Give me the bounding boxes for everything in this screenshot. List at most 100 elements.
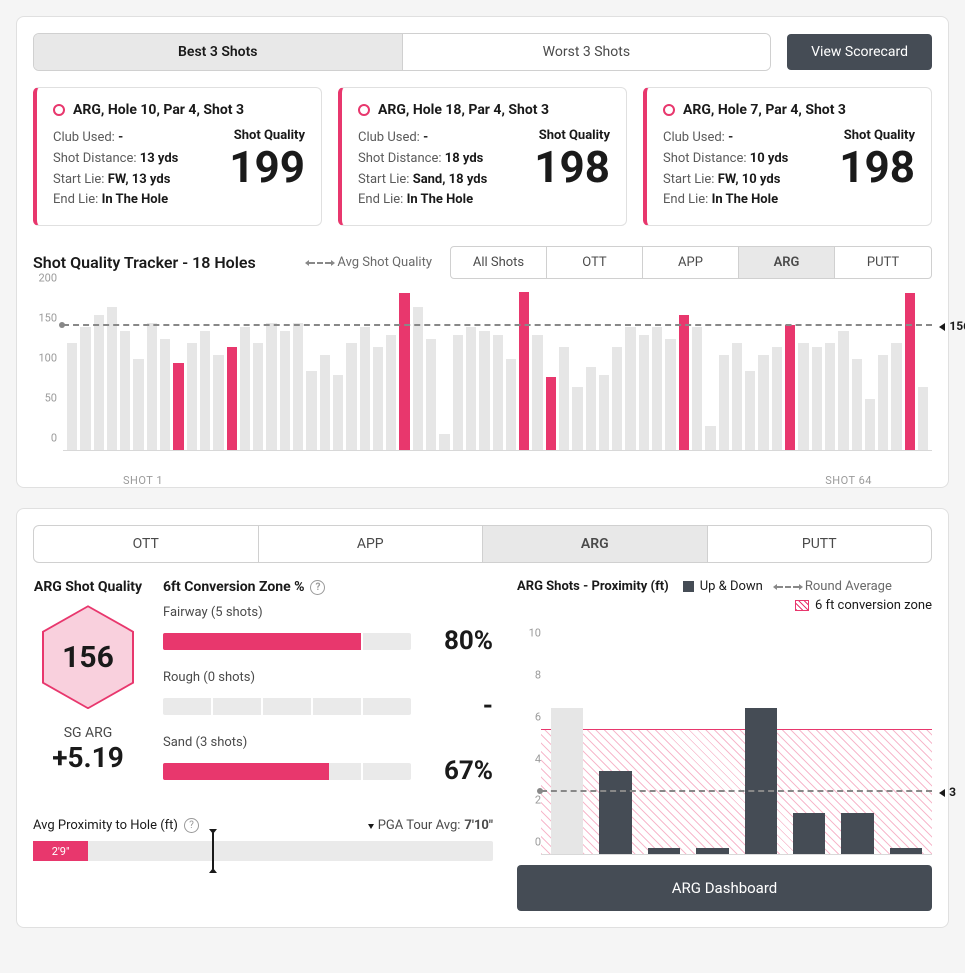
- filter-arg[interactable]: ARG: [739, 247, 835, 278]
- conv-row: Rough (0 shots) -: [163, 670, 493, 721]
- shot-card[interactable]: ARG, Hole 18, Par 4, Shot 3 Club Used: -…: [338, 87, 627, 226]
- help-icon[interactable]: ?: [184, 818, 199, 833]
- tracker-bar[interactable]: [293, 323, 303, 450]
- tracker-bar[interactable]: [240, 327, 250, 450]
- tracker-bar[interactable]: [266, 323, 276, 450]
- prox-bar[interactable]: [648, 848, 680, 854]
- shot-card[interactable]: ARG, Hole 10, Par 4, Shot 3 Club Used: -…: [33, 87, 322, 226]
- prox-bar[interactable]: [599, 771, 631, 854]
- tracker-bar[interactable]: [891, 343, 901, 450]
- tracker-bar[interactable]: [825, 343, 835, 450]
- tracker-bar[interactable]: [213, 355, 223, 450]
- view-scorecard-button[interactable]: View Scorecard: [787, 34, 932, 70]
- tracker-bar[interactable]: [399, 293, 409, 450]
- tab-arg[interactable]: ARG: [483, 526, 708, 562]
- tab-ott[interactable]: OTT: [34, 526, 259, 562]
- tracker-bar[interactable]: [413, 307, 423, 450]
- tracker-bar[interactable]: [559, 347, 569, 450]
- tracker-bar[interactable]: [506, 359, 516, 450]
- tracker-bar[interactable]: [639, 335, 649, 450]
- tracker-bar[interactable]: [719, 355, 729, 450]
- tracker-bar[interactable]: [812, 347, 822, 450]
- tracker-bar[interactable]: [373, 347, 383, 450]
- tracker-bar[interactable]: [346, 343, 356, 450]
- prox-bar[interactable]: [793, 813, 825, 855]
- tracker-bar[interactable]: [692, 327, 702, 450]
- target-icon: [358, 104, 370, 116]
- tracker-bar[interactable]: [386, 335, 396, 450]
- tracker-bar[interactable]: [758, 355, 768, 450]
- conv-bar: [163, 698, 411, 715]
- tracker-bar[interactable]: [865, 399, 875, 451]
- prox-chart: 0246810 3: [541, 625, 932, 855]
- tracker-bar[interactable]: [280, 331, 290, 450]
- tracker-bar[interactable]: [918, 387, 928, 451]
- tracker-bar[interactable]: [253, 343, 263, 450]
- tracker-bar[interactable]: [679, 315, 689, 450]
- tracker-bar[interactable]: [665, 339, 675, 450]
- tracker-bar[interactable]: [67, 343, 77, 450]
- tracker-bar[interactable]: [878, 355, 888, 450]
- shot-score: Shot Quality 198: [839, 128, 915, 189]
- tracker-bar[interactable]: [586, 367, 596, 450]
- tracker-bar[interactable]: [453, 335, 463, 450]
- tracker-bar[interactable]: [625, 327, 635, 450]
- tracker-bar[interactable]: [852, 359, 862, 450]
- tracker-bar[interactable]: [705, 426, 715, 450]
- shot-card[interactable]: ARG, Hole 7, Par 4, Shot 3 Club Used: - …: [643, 87, 932, 226]
- tracker-bar[interactable]: [905, 293, 915, 450]
- tracker-bar[interactable]: [200, 331, 210, 450]
- tracker-bar[interactable]: [532, 335, 542, 450]
- tracker-bar[interactable]: [333, 375, 343, 451]
- tracker-bar[interactable]: [147, 323, 157, 450]
- tab-putt[interactable]: PUTT: [708, 526, 932, 562]
- tracker-bar[interactable]: [519, 292, 529, 450]
- tracker-bar[interactable]: [439, 434, 449, 450]
- tracker-bar[interactable]: [493, 335, 503, 450]
- tracker-bar[interactable]: [745, 371, 755, 451]
- tracker-bar[interactable]: [173, 363, 183, 450]
- tracker-bar[interactable]: [546, 377, 556, 450]
- prox-bar[interactable]: [890, 848, 922, 854]
- filter-app[interactable]: APP: [643, 247, 739, 278]
- avg-prox-title: Avg Proximity to Hole (ft): [33, 818, 178, 833]
- seg-worst[interactable]: Worst 3 Shots: [403, 34, 771, 70]
- tracker-bar[interactable]: [772, 347, 782, 450]
- tracker-chart: 050100150200 156 SHOT 1 SHOT 64: [63, 291, 932, 471]
- seg-best[interactable]: Best 3 Shots: [34, 34, 403, 70]
- tab-app[interactable]: APP: [259, 526, 484, 562]
- tracker-bar[interactable]: [107, 307, 117, 450]
- arg-dashboard-button[interactable]: ARG Dashboard: [517, 865, 932, 911]
- filter-putt[interactable]: PUTT: [835, 247, 931, 278]
- tracker-bar[interactable]: [120, 331, 130, 450]
- tracker-bar[interactable]: [320, 355, 330, 450]
- tracker-bar[interactable]: [133, 359, 143, 450]
- tracker-bar[interactable]: [732, 343, 742, 450]
- tracker-bar[interactable]: [652, 327, 662, 450]
- prox-bar[interactable]: [551, 708, 583, 854]
- tracker-bar[interactable]: [785, 325, 795, 451]
- tracker-bar[interactable]: [426, 339, 436, 450]
- tracker-bar[interactable]: [80, 327, 90, 450]
- tracker-bar[interactable]: [798, 343, 808, 450]
- conv-row-label: Sand (3 shots): [163, 735, 493, 750]
- prox-bar[interactable]: [696, 848, 728, 854]
- tracker-bar[interactable]: [360, 327, 370, 450]
- prox-bar[interactable]: [841, 813, 873, 855]
- tracker-bar[interactable]: [187, 343, 197, 450]
- conversion-title-text: 6ft Conversion Zone %: [163, 579, 304, 595]
- tracker-bar[interactable]: [479, 331, 489, 450]
- filter-ott[interactable]: OTT: [547, 247, 643, 278]
- tracker-bar[interactable]: [599, 375, 609, 451]
- tracker-bar[interactable]: [572, 387, 582, 451]
- filter-all-shots[interactable]: All Shots: [451, 247, 547, 278]
- tracker-bar[interactable]: [838, 331, 848, 450]
- tracker-bar[interactable]: [227, 347, 237, 450]
- tracker-bar[interactable]: [160, 339, 170, 450]
- help-icon[interactable]: ?: [310, 580, 325, 595]
- tracker-bar[interactable]: [612, 347, 622, 450]
- prox-bar[interactable]: [745, 708, 777, 854]
- tracker-bar[interactable]: [306, 371, 316, 451]
- tracker-bar[interactable]: [94, 315, 104, 450]
- tracker-bar[interactable]: [466, 327, 476, 450]
